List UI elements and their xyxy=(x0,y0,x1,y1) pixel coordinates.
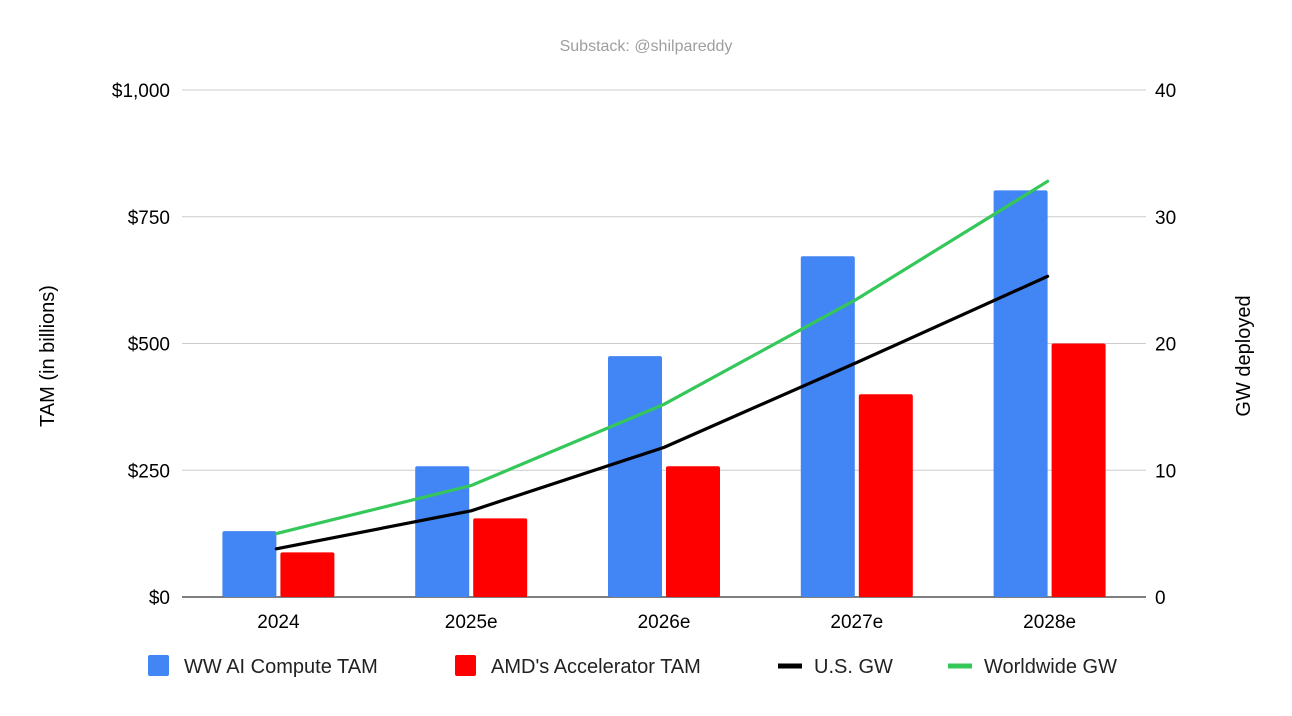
bar-ww-ai-compute-tam-2027e xyxy=(800,256,855,597)
x-tick-label: 2027e xyxy=(830,612,883,633)
legend-label: U.S. GW xyxy=(814,656,893,678)
right-tick-label: 10 xyxy=(1155,461,1176,482)
left-tick-label: $250 xyxy=(128,461,170,482)
gridlines xyxy=(182,89,1146,598)
bar-amd-s-accelerator-tam-2025e xyxy=(473,518,528,597)
x-tick-label: 2028e xyxy=(1023,612,1076,633)
right-tick-label: 40 xyxy=(1155,81,1176,102)
x-tick-label: 2024 xyxy=(257,612,300,633)
left-tick-label: $0 xyxy=(149,588,170,609)
bar-amd-s-accelerator-tam-2026e xyxy=(666,466,720,597)
bar-ww-ai-compute-tam-2025e xyxy=(415,466,470,597)
legend-swatch xyxy=(148,655,169,676)
left-tick-label: $1,000 xyxy=(112,81,170,102)
legend: WW AI Compute TAM AMD's Accelerator TAM U.… xyxy=(148,655,1117,678)
bar-amd-s-accelerator-tam-2027e xyxy=(858,394,913,597)
x-tick-label: 2026e xyxy=(638,612,691,633)
x-axis-ticks: 2024 2025e 2026e 2027e 2028e xyxy=(257,612,1076,633)
left-axis-title: TAM (in billions) xyxy=(37,285,59,427)
left-axis-ticks: $0 $250 $500 $750 $1,000 xyxy=(112,81,170,609)
bar-ww-ai-compute-tam-2026e xyxy=(608,356,662,597)
line-u-s-gw xyxy=(274,274,1050,551)
line-worldwide-gw xyxy=(274,179,1050,536)
bar-series xyxy=(222,190,1106,598)
x-tick-label: 2025e xyxy=(445,612,498,633)
bar-amd-s-accelerator-tam-2024 xyxy=(280,552,335,597)
legend-swatch xyxy=(455,655,476,676)
bar-ww-ai-compute-tam-2028e xyxy=(993,190,1048,598)
right-tick-label: 0 xyxy=(1155,588,1166,609)
legend-label: AMD's Accelerator TAM xyxy=(491,656,701,678)
left-tick-label: $500 xyxy=(128,335,170,356)
chart-subtitle: Substack: @shilpareddy xyxy=(560,38,733,55)
left-tick-label: $750 xyxy=(128,208,170,229)
bar-ww-ai-compute-tam-2024 xyxy=(222,531,277,597)
right-axis-ticks: 0 10 20 30 40 xyxy=(1155,81,1176,609)
legend-label: Worldwide GW xyxy=(984,656,1117,678)
right-tick-label: 20 xyxy=(1155,335,1176,356)
right-tick-label: 30 xyxy=(1155,208,1176,229)
line-series xyxy=(274,179,1050,551)
right-axis-title: GW deployed xyxy=(1233,295,1255,416)
bar-amd-s-accelerator-tam-2028e xyxy=(1051,343,1106,597)
legend-label: WW AI Compute TAM xyxy=(184,656,378,678)
